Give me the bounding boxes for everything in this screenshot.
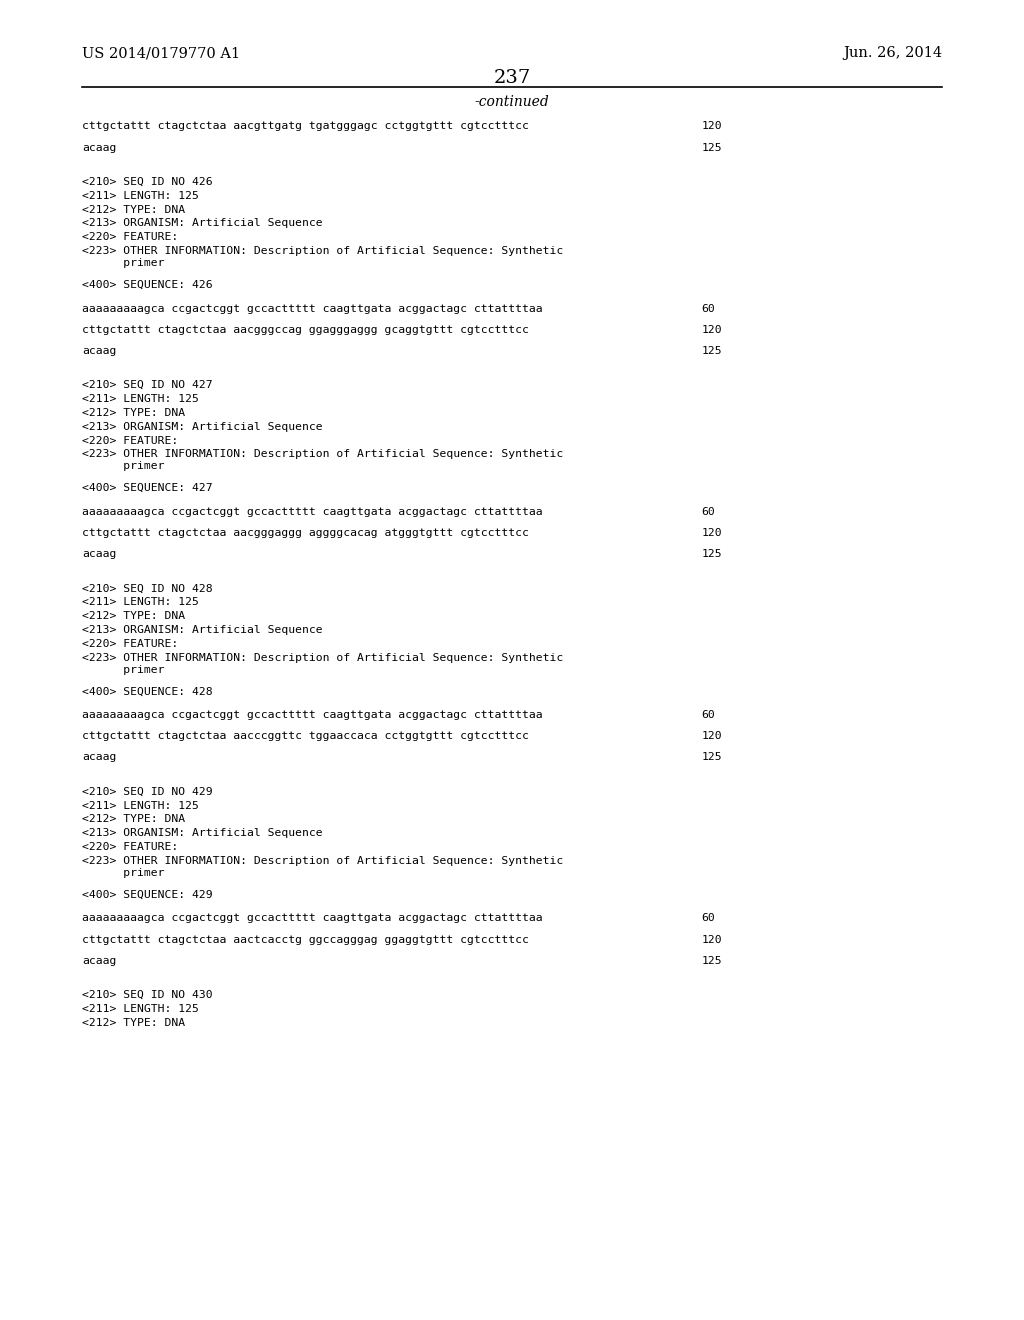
Text: 120: 120 xyxy=(701,528,722,539)
Text: <213> ORGANISM: Artificial Sequence: <213> ORGANISM: Artificial Sequence xyxy=(82,626,323,635)
Text: <213> ORGANISM: Artificial Sequence: <213> ORGANISM: Artificial Sequence xyxy=(82,829,323,838)
Text: <400> SEQUENCE: 429: <400> SEQUENCE: 429 xyxy=(82,890,213,900)
Text: US 2014/0179770 A1: US 2014/0179770 A1 xyxy=(82,46,240,61)
Text: <212> TYPE: DNA: <212> TYPE: DNA xyxy=(82,408,185,418)
Text: 120: 120 xyxy=(701,935,722,945)
Text: 237: 237 xyxy=(494,69,530,87)
Text: <213> ORGANISM: Artificial Sequence: <213> ORGANISM: Artificial Sequence xyxy=(82,422,323,432)
Text: cttgctattt ctagctctaa aactcacctg ggccagggag ggaggtgttt cgtcctttcc: cttgctattt ctagctctaa aactcacctg ggccagg… xyxy=(82,935,528,945)
Text: <223> OTHER INFORMATION: Description of Artificial Sequence: Synthetic: <223> OTHER INFORMATION: Description of … xyxy=(82,857,563,866)
Text: <212> TYPE: DNA: <212> TYPE: DNA xyxy=(82,611,185,622)
Text: cttgctattt ctagctctaa aacgttgatg tgatgggagc cctggtgttt cgtcctttcc: cttgctattt ctagctctaa aacgttgatg tgatggg… xyxy=(82,121,528,132)
Text: 125: 125 xyxy=(701,752,722,763)
Text: Jun. 26, 2014: Jun. 26, 2014 xyxy=(843,46,942,61)
Text: <211> LENGTH: 125: <211> LENGTH: 125 xyxy=(82,393,199,404)
Text: <220> FEATURE:: <220> FEATURE: xyxy=(82,232,178,243)
Text: acaag: acaag xyxy=(82,752,117,763)
Text: <210> SEQ ID NO 426: <210> SEQ ID NO 426 xyxy=(82,177,213,187)
Text: <210> SEQ ID NO 429: <210> SEQ ID NO 429 xyxy=(82,787,213,797)
Text: 120: 120 xyxy=(701,325,722,335)
Text: <220> FEATURE:: <220> FEATURE: xyxy=(82,639,178,649)
Text: -continued: -continued xyxy=(475,95,549,110)
Text: <400> SEQUENCE: 427: <400> SEQUENCE: 427 xyxy=(82,483,213,494)
Text: <400> SEQUENCE: 426: <400> SEQUENCE: 426 xyxy=(82,280,213,290)
Text: acaag: acaag xyxy=(82,143,117,153)
Text: <223> OTHER INFORMATION: Description of Artificial Sequence: Synthetic: <223> OTHER INFORMATION: Description of … xyxy=(82,653,563,663)
Text: <210> SEQ ID NO 430: <210> SEQ ID NO 430 xyxy=(82,990,213,1001)
Text: cttgctattt ctagctctaa aacgggccag ggagggaggg gcaggtgttt cgtcctttcc: cttgctattt ctagctctaa aacgggccag ggaggga… xyxy=(82,325,528,335)
Text: <210> SEQ ID NO 428: <210> SEQ ID NO 428 xyxy=(82,583,213,594)
Text: cttgctattt ctagctctaa aacgggaggg aggggcacag atgggtgttt cgtcctttcc: cttgctattt ctagctctaa aacgggaggg aggggca… xyxy=(82,528,528,539)
Text: 60: 60 xyxy=(701,507,715,517)
Text: <212> TYPE: DNA: <212> TYPE: DNA xyxy=(82,205,185,215)
Text: aaaaaaaaagca ccgactcggt gccacttttt caagttgata acggactagc cttattttaa: aaaaaaaaagca ccgactcggt gccacttttt caagt… xyxy=(82,710,543,721)
Text: <213> ORGANISM: Artificial Sequence: <213> ORGANISM: Artificial Sequence xyxy=(82,218,323,228)
Text: <211> LENGTH: 125: <211> LENGTH: 125 xyxy=(82,190,199,201)
Text: primer: primer xyxy=(82,259,165,268)
Text: cttgctattt ctagctctaa aacccggttc tggaaccaca cctggtgttt cgtcctttcc: cttgctattt ctagctctaa aacccggttc tggaacc… xyxy=(82,731,528,742)
Text: 60: 60 xyxy=(701,913,715,924)
Text: <211> LENGTH: 125: <211> LENGTH: 125 xyxy=(82,597,199,607)
Text: <220> FEATURE:: <220> FEATURE: xyxy=(82,842,178,853)
Text: 125: 125 xyxy=(701,956,722,966)
Text: <211> LENGTH: 125: <211> LENGTH: 125 xyxy=(82,800,199,810)
Text: <400> SEQUENCE: 428: <400> SEQUENCE: 428 xyxy=(82,686,213,697)
Text: 125: 125 xyxy=(701,143,722,153)
Text: acaag: acaag xyxy=(82,549,117,560)
Text: aaaaaaaaagca ccgactcggt gccacttttt caagttgata acggactagc cttattttaa: aaaaaaaaagca ccgactcggt gccacttttt caagt… xyxy=(82,507,543,517)
Text: 120: 120 xyxy=(701,731,722,742)
Text: 125: 125 xyxy=(701,549,722,560)
Text: 60: 60 xyxy=(701,304,715,314)
Text: aaaaaaaaagca ccgactcggt gccacttttt caagttgata acggactagc cttattttaa: aaaaaaaaagca ccgactcggt gccacttttt caagt… xyxy=(82,304,543,314)
Text: <223> OTHER INFORMATION: Description of Artificial Sequence: Synthetic: <223> OTHER INFORMATION: Description of … xyxy=(82,246,563,256)
Text: primer: primer xyxy=(82,462,165,471)
Text: <210> SEQ ID NO 427: <210> SEQ ID NO 427 xyxy=(82,380,213,391)
Text: 60: 60 xyxy=(701,710,715,721)
Text: primer: primer xyxy=(82,869,165,878)
Text: 120: 120 xyxy=(701,121,722,132)
Text: <212> TYPE: DNA: <212> TYPE: DNA xyxy=(82,814,185,825)
Text: <212> TYPE: DNA: <212> TYPE: DNA xyxy=(82,1018,185,1028)
Text: acaag: acaag xyxy=(82,956,117,966)
Text: primer: primer xyxy=(82,665,165,675)
Text: <211> LENGTH: 125: <211> LENGTH: 125 xyxy=(82,1003,199,1014)
Text: acaag: acaag xyxy=(82,346,117,356)
Text: <223> OTHER INFORMATION: Description of Artificial Sequence: Synthetic: <223> OTHER INFORMATION: Description of … xyxy=(82,449,563,459)
Text: 125: 125 xyxy=(701,346,722,356)
Text: <220> FEATURE:: <220> FEATURE: xyxy=(82,436,178,446)
Text: aaaaaaaaagca ccgactcggt gccacttttt caagttgata acggactagc cttattttaa: aaaaaaaaagca ccgactcggt gccacttttt caagt… xyxy=(82,913,543,924)
